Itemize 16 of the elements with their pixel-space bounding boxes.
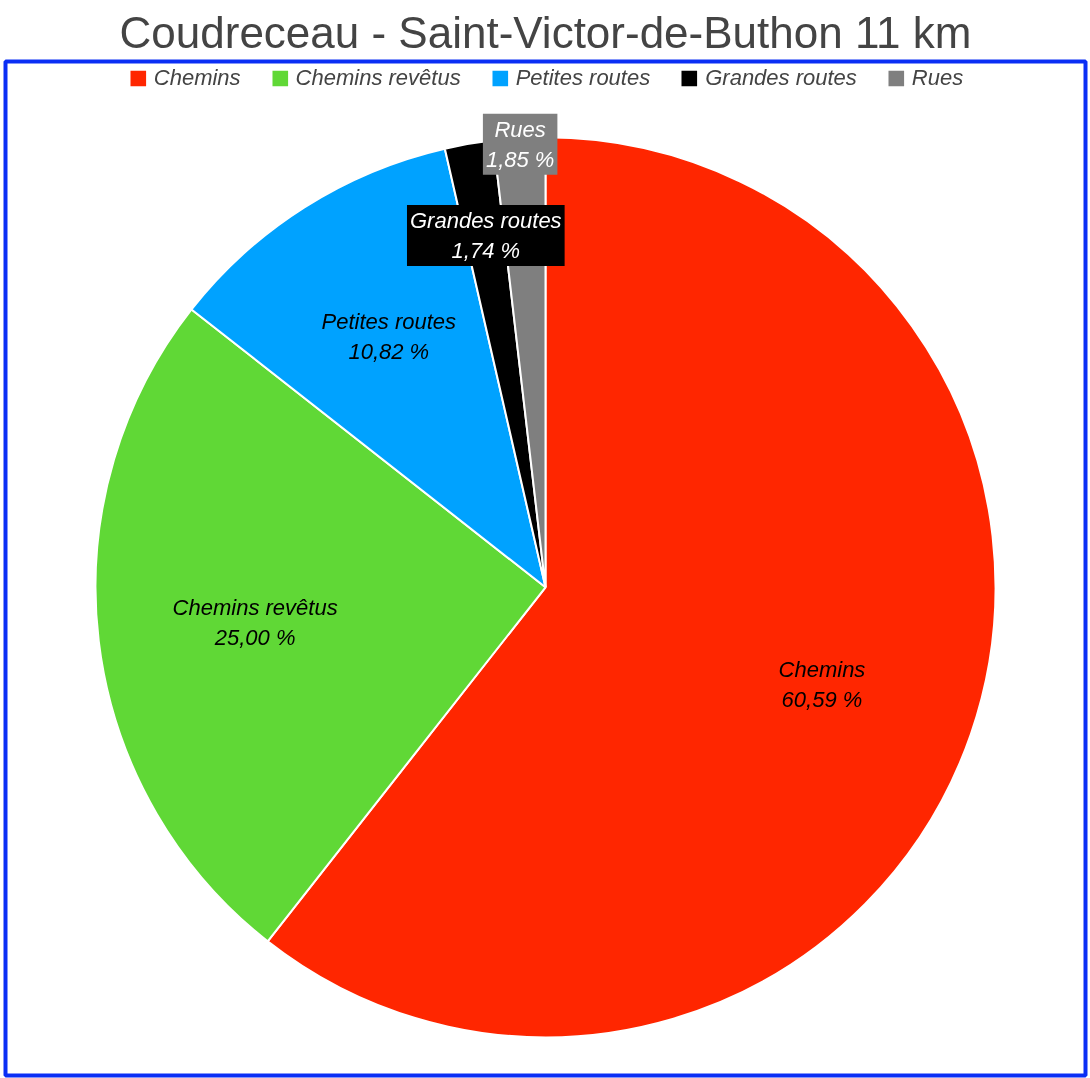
legend-label: Grandes routes — [705, 65, 857, 91]
slice-label: Chemins — [778, 656, 866, 682]
data-label: 25,00 % — [213, 625, 296, 651]
legend-label: Rues — [911, 65, 964, 91]
chart-title: Coudreceau - Saint-Victor-de-Buthon 11 km — [119, 7, 972, 57]
slice-label: Chemins revêtus — [172, 595, 338, 621]
slice-label: Grandes routes — [409, 208, 562, 234]
slice-label: Petites routes — [321, 308, 457, 334]
slice-label: Rues — [494, 116, 546, 142]
legend-label: Chemins revêtus — [295, 65, 461, 91]
data-label: 1,74 % — [451, 238, 521, 264]
legend-label: Petites routes — [515, 65, 651, 91]
legend-label: Chemins — [153, 65, 241, 91]
data-label: 1,85 % — [485, 146, 555, 172]
data-label: 60,59 % — [781, 686, 863, 712]
data-label: 10,82 % — [348, 338, 430, 364]
